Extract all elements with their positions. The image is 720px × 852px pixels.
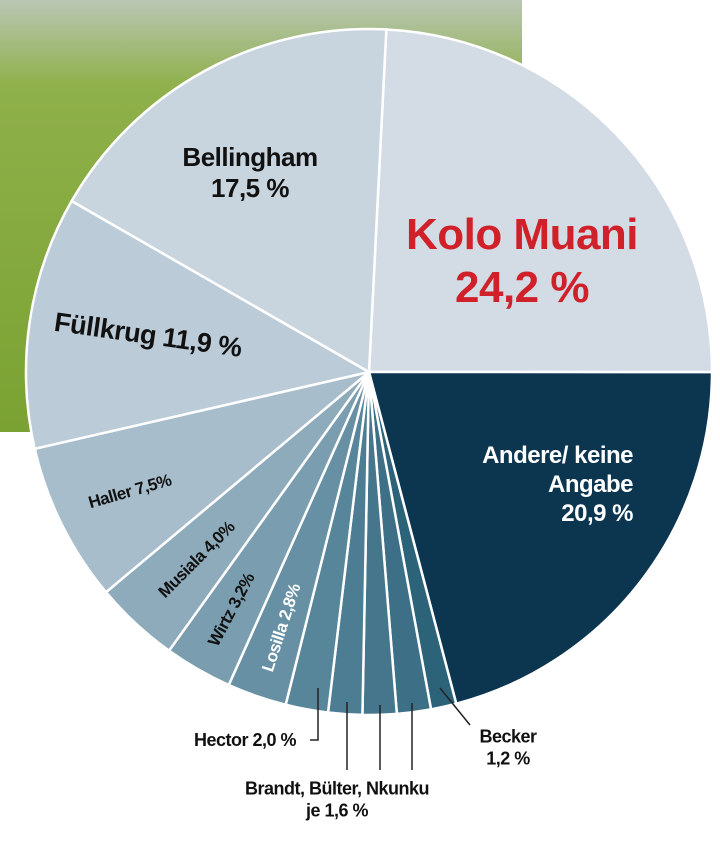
pie-slice [69, 27, 388, 375]
category-label: Becker [479, 726, 537, 747]
pie-slice [367, 28, 714, 374]
annotation-label: Brandt, Bülter, Nkunku [244, 778, 430, 799]
value-label: 2,0 % [252, 730, 297, 751]
pie-slice [33, 370, 370, 594]
value-label: 1,2 % [486, 748, 530, 768]
pie [24, 27, 714, 717]
leader-line [310, 688, 319, 741]
slice-label: Andere/ keine Angabe 20,9 % [463, 442, 633, 528]
pie-slice [367, 370, 714, 706]
leader-lines [310, 687, 471, 770]
slice-label: Bellingham 17,5 % [182, 141, 318, 204]
category-label: Bellingham [182, 141, 318, 172]
annotation: Brandt, Bülter, Nkunku je 1,6 % [244, 778, 430, 821]
value-label: 17,5 % [211, 173, 289, 203]
value-label: 24,2 % [455, 263, 589, 312]
slice-label: Hector 2,0 % [193, 730, 297, 752]
category-label: Kolo Muani [405, 210, 639, 260]
slice-label: Kolo Muani 24,2 % [405, 209, 639, 315]
category-label: Andere/ keine Angabe [482, 441, 633, 498]
slice-label: Becker 1,2 % [479, 726, 537, 769]
pie-slice [24, 199, 373, 451]
category-label: Hector [193, 730, 249, 751]
leader-line [439, 687, 471, 726]
value-label: 20,9 % [561, 499, 633, 527]
annotation-value: je 1,6 % [305, 800, 369, 820]
